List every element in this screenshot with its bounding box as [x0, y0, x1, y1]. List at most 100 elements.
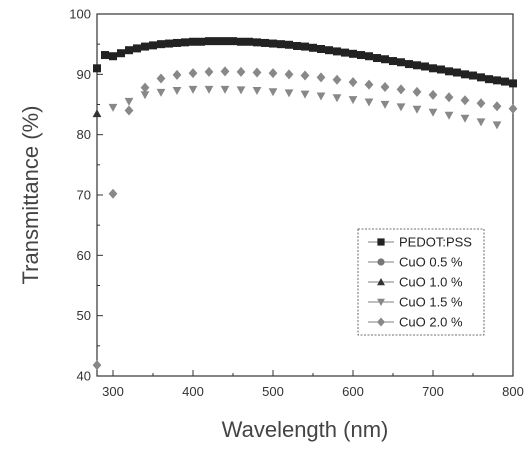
data-point-series-0: [133, 44, 141, 53]
data-point-series-0: [221, 37, 229, 46]
data-point-series-0: [125, 46, 133, 55]
data-point-series-4: [332, 74, 342, 85]
data-point-series-0: [277, 40, 285, 49]
data-point-series-0: [429, 64, 437, 73]
data-point-series-4: [188, 68, 198, 79]
x-tick-label: 300: [102, 384, 124, 399]
legend-marker: [377, 317, 385, 327]
data-point-series-0: [213, 37, 221, 46]
data-point-series-0: [469, 71, 477, 80]
y-tick-label: 90: [77, 67, 91, 82]
data-point-series-3: [332, 94, 342, 103]
x-tick-label: 800: [502, 384, 524, 399]
data-point-series-0: [405, 60, 413, 69]
data-point-series-0: [285, 40, 293, 49]
y-tick-label: 80: [77, 127, 91, 142]
data-point-series-0: [493, 76, 501, 85]
data-point-series-0: [229, 37, 237, 46]
data-point-series-4: [492, 101, 502, 112]
data-point-series-4: [172, 69, 182, 80]
y-tick-label: 50: [77, 308, 91, 323]
data-point-series-0: [269, 39, 277, 48]
data-point-series-3: [156, 88, 166, 97]
legend-label: PEDOT:PSS: [399, 235, 472, 250]
data-point-series-3: [108, 103, 118, 112]
data-points: [92, 37, 518, 371]
data-point-series-0: [317, 44, 325, 53]
data-point-series-0: [349, 49, 357, 58]
x-axis-ticks: 300 400 500 600 700 800: [102, 370, 524, 399]
data-point-series-0: [173, 38, 181, 47]
series-2: [92, 109, 102, 118]
data-point-series-0: [261, 38, 269, 47]
series-0: [93, 37, 517, 88]
data-point-series-0: [365, 52, 373, 61]
y-tick-label: 70: [77, 188, 91, 203]
legend-marker: [377, 298, 385, 306]
data-point-series-3: [380, 100, 390, 109]
y-axis-ticks: 40 50 60 70 80 90 100: [69, 7, 103, 384]
data-point-series-3: [220, 85, 230, 94]
data-point-series-3: [204, 85, 214, 94]
legend-entry: CuO 1.0 %: [368, 275, 463, 290]
data-point-series-0: [301, 42, 309, 51]
data-point-series-0: [253, 38, 261, 47]
data-point-series-3: [140, 91, 150, 100]
data-point-series-4: [124, 105, 134, 116]
x-tick-label: 500: [262, 384, 284, 399]
data-point-series-0: [357, 51, 365, 60]
data-point-series-0: [293, 41, 301, 50]
data-point-series-0: [149, 41, 157, 50]
data-point-series-4: [412, 86, 422, 97]
data-point-series-3: [444, 111, 454, 120]
data-point-series-0: [141, 42, 149, 51]
data-point-series-4: [348, 77, 358, 88]
data-point-series-0: [501, 77, 509, 86]
data-point-series-4: [316, 72, 326, 83]
data-point-series-0: [109, 52, 117, 61]
data-point-series-4: [444, 92, 454, 103]
data-point-series-3: [412, 105, 422, 114]
data-point-series-0: [437, 65, 445, 74]
data-point-series-4: [252, 67, 262, 78]
legend-marker: [377, 238, 385, 246]
legend-entry: CuO 0.5 %: [368, 255, 463, 270]
data-point-series-3: [396, 103, 406, 112]
data-point-series-4: [476, 98, 486, 109]
data-point-series-0: [157, 40, 165, 49]
data-point-series-4: [428, 89, 438, 100]
data-point-series-3: [364, 98, 374, 107]
data-point-series-0: [445, 67, 453, 76]
data-point-series-0: [165, 39, 173, 48]
legend-label: CuO 1.0 %: [399, 275, 463, 290]
data-point-series-2: [92, 109, 102, 118]
data-point-series-0: [205, 37, 213, 46]
data-point-series-0: [373, 54, 381, 63]
data-point-series-0: [101, 51, 109, 60]
legend-entry: PEDOT:PSS: [368, 235, 472, 250]
data-point-series-3: [348, 96, 358, 105]
legend-marker: [377, 278, 385, 286]
data-point-series-4: [396, 84, 406, 95]
data-point-series-4: [380, 82, 390, 93]
data-point-series-0: [397, 58, 405, 67]
legend-entry: CuO 2.0 %: [368, 315, 463, 330]
data-point-series-3: [124, 97, 134, 106]
data-point-series-0: [477, 73, 485, 82]
data-point-series-3: [172, 87, 182, 96]
legend: PEDOT:PSS CuO 0.5 % CuO 1.0 % CuO 1.5 % CuO …: [357, 228, 485, 336]
legend-entry: CuO 1.5 %: [368, 295, 463, 310]
data-point-series-0: [197, 37, 205, 46]
series-3: [108, 85, 502, 130]
x-axis-title: Wavelength (nm): [222, 417, 389, 442]
data-point-series-0: [413, 61, 421, 70]
data-point-series-4: [284, 69, 294, 80]
data-point-series-3: [188, 85, 198, 94]
data-point-series-0: [381, 55, 389, 64]
data-point-series-4: [204, 66, 214, 77]
data-point-series-0: [509, 79, 517, 88]
data-point-series-3: [492, 121, 502, 130]
data-point-series-4: [460, 95, 470, 106]
data-point-series-0: [341, 48, 349, 57]
